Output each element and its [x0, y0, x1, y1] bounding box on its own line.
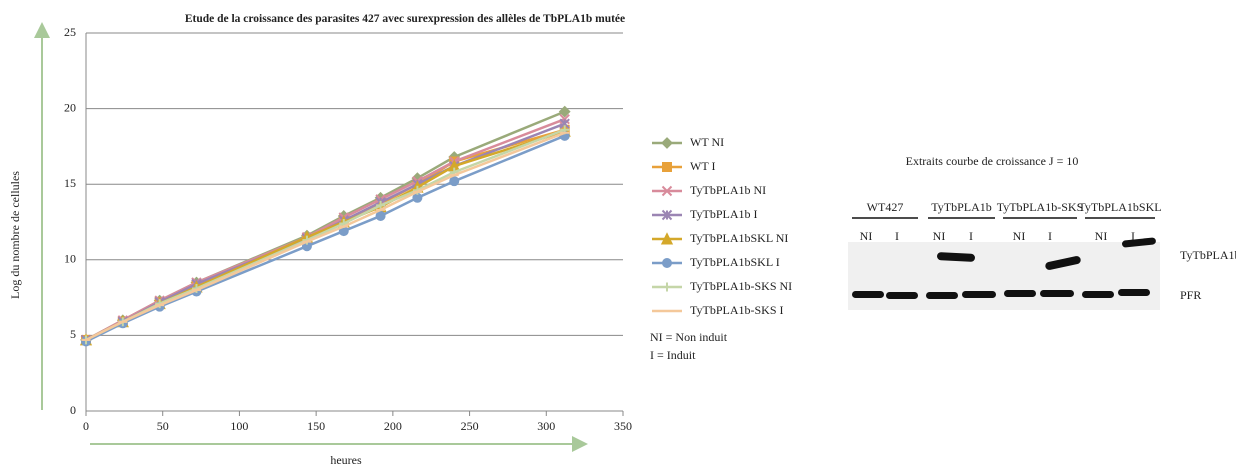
x-tick-label: 150 [307, 419, 325, 433]
lane-label: NI [1013, 229, 1026, 243]
lane-label: NI [860, 229, 873, 243]
y-tick-label: 25 [64, 25, 76, 39]
legend-label: TyTbPLA1b I [690, 207, 758, 221]
x-tick-label: 250 [461, 419, 479, 433]
point [558, 105, 571, 118]
lane-label: I [969, 229, 973, 243]
chart-title: Etude de la croissance des parasites 427… [184, 13, 626, 25]
band [937, 252, 975, 262]
x-tick-label: 300 [537, 419, 555, 433]
legend-label: TyTbPLA1bSKL I [690, 255, 780, 269]
blot-background [848, 242, 1160, 310]
band [1122, 237, 1156, 248]
point [376, 200, 386, 210]
x-tick-label: 350 [614, 419, 632, 433]
point [375, 210, 386, 221]
note: I = Induit [650, 348, 696, 362]
series-line [85, 134, 566, 343]
legend-label: WT NI [690, 135, 724, 149]
group-label: TyTbPLA1b [931, 200, 992, 214]
x-axis-label: heures [330, 453, 362, 467]
note: NI = Non induit [650, 330, 728, 344]
legend-label: TyTbPLA1bSKL NI [690, 231, 788, 245]
point [661, 185, 673, 197]
band [1045, 256, 1081, 270]
series-line [85, 118, 566, 342]
lane-label: NI [933, 229, 946, 243]
legend-label: TyTbPLA1b NI [690, 183, 766, 197]
series-line [85, 131, 566, 342]
legend-label: TyTbPLA1b-SKS NI [690, 279, 792, 293]
point [660, 232, 674, 245]
y-tick-label: 10 [64, 252, 76, 266]
x-tick-label: 50 [157, 419, 169, 433]
lane-label: NI [1095, 229, 1108, 243]
point [662, 282, 672, 292]
group-label: TyTbPLA1b-SKS [997, 200, 1084, 214]
lane-label: I [1048, 229, 1052, 243]
lane-label: I [1131, 229, 1135, 243]
x-tick-label: 200 [384, 419, 402, 433]
y-tick-label: 20 [64, 100, 76, 114]
point [559, 113, 570, 125]
group-label: WT427 [867, 200, 904, 214]
blot-title: Extraits courbe de croissance J = 10 [906, 154, 1079, 168]
point [661, 209, 673, 221]
y-tick-label: 5 [70, 327, 76, 341]
point [449, 176, 460, 187]
band-label: TyTbPLA1b [1180, 248, 1236, 262]
band-label: PFR [1180, 288, 1201, 302]
y-tick-label: 0 [70, 403, 76, 417]
y-tick-label: 15 [64, 176, 76, 190]
y-axis-label: Log du nombre de cellules [8, 171, 22, 299]
point [661, 137, 673, 149]
x-tick-label: 0 [83, 419, 89, 433]
x-tick-label: 100 [230, 419, 248, 433]
legend-label: WT I [690, 159, 715, 173]
group-label: TyTbPLA1bSKL [1078, 200, 1161, 214]
point [662, 258, 672, 268]
lane-label: I [895, 229, 899, 243]
legend-label: TyTbPLA1b-SKS I [690, 303, 784, 317]
pfr-bands [852, 289, 1150, 299]
point [662, 162, 672, 172]
